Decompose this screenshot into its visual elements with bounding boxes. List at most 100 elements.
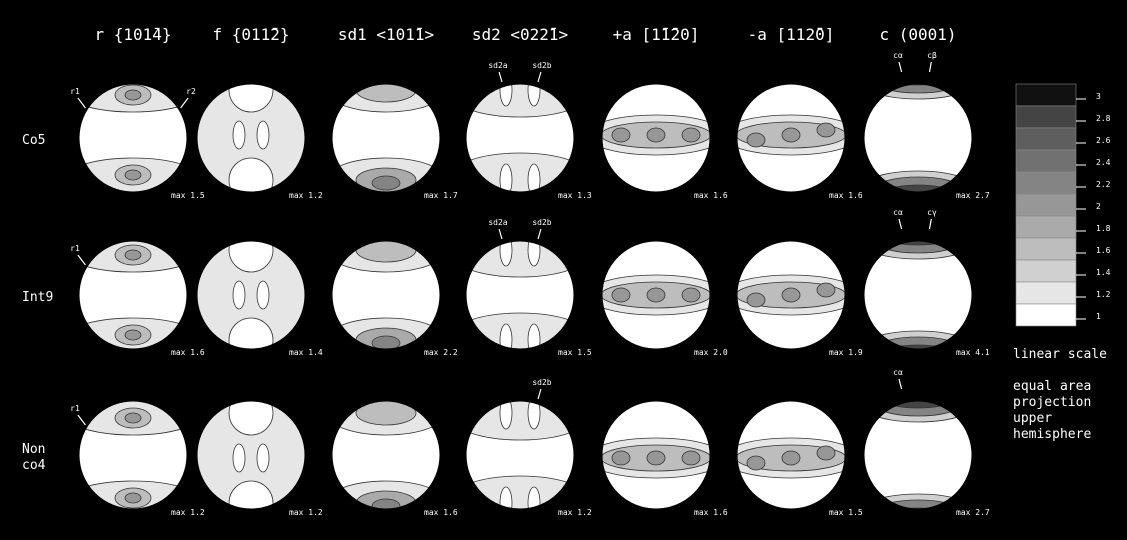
- axis-tick: [928, 218, 932, 230]
- contour: [466, 84, 574, 118]
- axis-label: cβ: [927, 51, 937, 60]
- row-label: Int9: [22, 290, 53, 305]
- axis-label: cγ: [927, 208, 937, 217]
- contour: [781, 127, 801, 143]
- legend-tick-label: 2.4: [1096, 158, 1111, 167]
- axis-tick: [180, 97, 189, 109]
- contour: [466, 475, 574, 509]
- contours: [602, 437, 710, 479]
- pole-figure: [601, 400, 711, 510]
- max-label: max 1.2: [171, 508, 205, 517]
- pole-figure: [736, 240, 846, 350]
- legend-swatch: [1015, 149, 1077, 173]
- legend-note: upper: [1013, 411, 1052, 426]
- pole-figure: [78, 83, 188, 193]
- axis-tick: [537, 388, 542, 400]
- column-header: sd1 <101̄1>: [338, 25, 434, 44]
- contour: [681, 127, 701, 143]
- legend-tick-label: 1.4: [1096, 268, 1111, 277]
- legend-tick-label: 2.6: [1096, 136, 1111, 145]
- axis-tick: [498, 228, 503, 240]
- pole-figure: [331, 83, 441, 193]
- axis-tick: [498, 71, 503, 83]
- legend-swatch: [1015, 127, 1077, 151]
- contour: [646, 287, 666, 303]
- legend-swatch: [1015, 105, 1077, 129]
- contour: [256, 120, 270, 150]
- max-label: max 1.6: [694, 191, 728, 200]
- max-label: max 1.2: [289, 191, 323, 200]
- axis-tick: [77, 414, 86, 426]
- contour: [466, 312, 574, 349]
- axis-tick: [898, 218, 903, 230]
- contour: [816, 122, 836, 138]
- axis-tick: [928, 61, 932, 73]
- column-header: r {101̄4}: [94, 25, 171, 44]
- contour: [646, 127, 666, 143]
- legend-tick-label: 1.8: [1096, 224, 1111, 233]
- pole-figure-bg: [864, 401, 972, 509]
- contour: [781, 450, 801, 466]
- axis-label: sd2b: [532, 378, 551, 387]
- max-label: max 1.6: [694, 508, 728, 517]
- legend-tick-label: 1: [1096, 312, 1101, 321]
- contour: [466, 241, 574, 278]
- pole-figure: [736, 83, 846, 193]
- contour: [499, 401, 513, 430]
- legend-swatch: [1015, 259, 1077, 283]
- pole-figure: [863, 83, 973, 193]
- contour: [527, 401, 541, 430]
- max-label: max 1.2: [289, 508, 323, 517]
- max-label: max 1.5: [171, 191, 205, 200]
- legend-tick-label: 1.6: [1096, 246, 1111, 255]
- pole-figure: [331, 240, 441, 350]
- pole-figure: [78, 400, 188, 510]
- contour: [816, 445, 836, 461]
- max-label: max 1.3: [558, 191, 592, 200]
- contour: [527, 84, 541, 107]
- axis-label: cα: [893, 51, 903, 60]
- axis-label: r1: [70, 404, 80, 413]
- column-header: sd2 <022̄1>: [472, 25, 568, 44]
- column-header: -a [112̄0]: [748, 25, 835, 44]
- contour: [611, 287, 631, 303]
- pole-figure: [863, 400, 973, 510]
- contour: [371, 498, 401, 509]
- contour: [746, 292, 766, 308]
- column-header: +a [1̄1̄20]: [613, 25, 700, 44]
- axis-label: cα: [893, 208, 903, 217]
- contour: [228, 317, 274, 349]
- legend-scale: linear scale: [1013, 347, 1107, 362]
- axis-label: cα: [893, 368, 903, 377]
- contour: [681, 287, 701, 303]
- contour: [371, 335, 401, 349]
- contour: [124, 169, 142, 181]
- legend-note: hemisphere: [1013, 427, 1091, 442]
- contour: [228, 480, 274, 509]
- contour: [228, 241, 274, 273]
- max-label: max 2.7: [956, 508, 990, 517]
- legend-tick-label: 2.2: [1096, 180, 1111, 189]
- panels: r {101̄4} f {011̄2} sd1 <101̄1> sd2 <022̄1>…: [22, 25, 1111, 517]
- row-label: Non: [22, 442, 45, 457]
- axis-tick: [537, 71, 542, 83]
- max-label: max 1.5: [829, 508, 863, 517]
- contour: [232, 280, 246, 310]
- contour: [355, 401, 417, 426]
- axis-label: sd2a: [488, 61, 507, 70]
- legend-swatch: [1015, 303, 1077, 327]
- axis-tick: [77, 254, 86, 266]
- contour: [124, 249, 142, 261]
- max-label: max 4.1: [956, 348, 990, 357]
- legend-tick-label: 1.2: [1096, 290, 1111, 299]
- contour: [611, 450, 631, 466]
- contour: [746, 132, 766, 148]
- contours: [737, 114, 845, 156]
- axis-label: r1: [70, 87, 80, 96]
- pole-figure: [196, 240, 306, 350]
- contours: [737, 437, 845, 479]
- pole-figure: [601, 240, 711, 350]
- legend-note: equal area: [1013, 379, 1091, 394]
- column-header: c (0001): [879, 25, 956, 44]
- contour: [124, 412, 142, 424]
